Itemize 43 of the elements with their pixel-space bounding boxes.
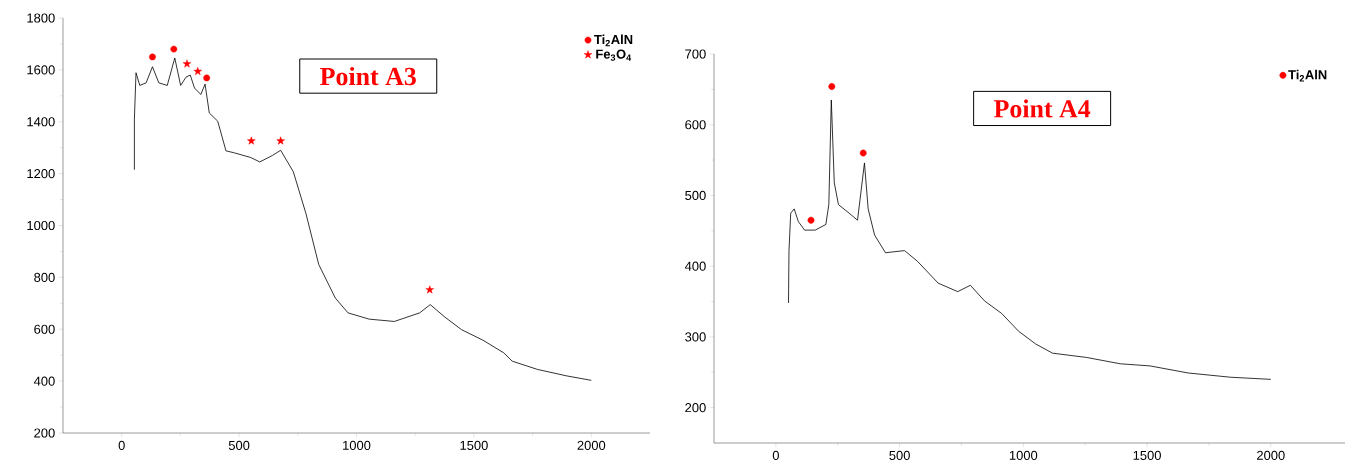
line-series <box>788 99 1272 380</box>
y-tick-label: 800 <box>34 272 55 282</box>
x-tick-label: 1000 <box>1009 450 1038 460</box>
y-tick-label: 600 <box>685 120 706 130</box>
y-tick-label: 300 <box>685 332 706 342</box>
y-tick-label: 200 <box>685 403 706 413</box>
legend-label: Ti$_{2}$AlN <box>594 34 633 47</box>
point <box>807 216 815 224</box>
y-tick-label: 400 <box>684 261 706 271</box>
annotation: Point A4 <box>994 99 1091 118</box>
y-tick-label: 700 <box>685 49 706 59</box>
point <box>828 83 836 90</box>
point <box>193 67 202 76</box>
y-tick-label: 600 <box>34 324 55 334</box>
point <box>170 45 178 53</box>
y-tick-label: 1200 <box>27 169 55 179</box>
point <box>203 74 211 82</box>
x-tick-label: 1500 <box>460 440 488 450</box>
y-tick-label: 1000 <box>27 220 55 231</box>
x-tick-label: 0 <box>118 440 125 450</box>
x-tick-label: 1500 <box>1133 450 1161 460</box>
y-tick-label: 1600 <box>27 65 55 75</box>
y-tick-label: 1800 <box>27 13 55 23</box>
x-tick-label: 500 <box>889 450 910 460</box>
point <box>149 53 156 61</box>
point <box>182 59 192 68</box>
y-tick-label: 400 <box>33 376 55 386</box>
legend-label: Fe$_{3}$O$_{4}$ <box>596 49 632 61</box>
y-tick-label: 1400 <box>27 117 55 127</box>
point <box>247 136 256 145</box>
x-tick-label: 2000 <box>577 440 606 450</box>
point <box>276 136 285 145</box>
y-tick-label: 200 <box>34 428 55 438</box>
x-tick-label: 0 <box>772 450 779 460</box>
x-tick-label: 1000 <box>343 440 371 450</box>
y-tick-label: 500 <box>685 190 706 201</box>
point <box>859 149 867 157</box>
point <box>425 285 434 294</box>
x-tick-label: 500 <box>228 440 250 450</box>
line-series <box>133 57 592 381</box>
legend-label: Ti$_{2}$AlN <box>1288 69 1327 82</box>
annotation: Point A3 <box>320 66 416 86</box>
x-tick-label: 2000 <box>1257 450 1285 460</box>
